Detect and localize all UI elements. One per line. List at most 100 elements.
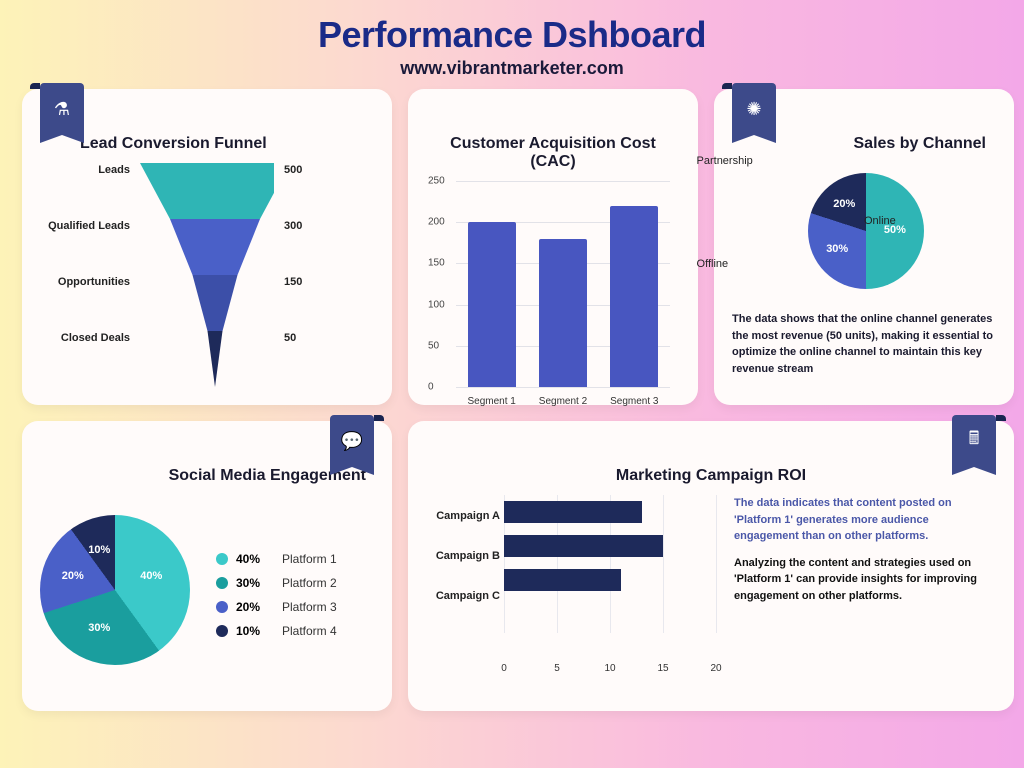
pie-slice-label: 20%	[62, 570, 84, 582]
roi-xtick: 10	[604, 663, 615, 674]
roi-text: The data indicates that content posted o…	[734, 495, 996, 675]
chat-icon: 💬	[341, 431, 363, 452]
roi-text-accent: The data indicates that content posted o…	[734, 495, 996, 545]
legend-percent: 40%	[236, 552, 274, 566]
sales-pie-wrap: 50%30%20% OnlineOfflinePartnership	[732, 163, 996, 303]
roi-card: 🖩 Marketing Campaign ROI Campaign ACampa…	[408, 421, 1014, 711]
funnel-stage-label: Opportunities	[40, 275, 130, 331]
funnel-card: ⚗ Lead Conversion Funnel Leads Qualified…	[22, 89, 392, 405]
funnel-value-labels: 500 300 150 50	[284, 163, 374, 393]
sales-pie: 50%30%20%	[808, 173, 924, 289]
cac-xtick: Segment 1	[467, 396, 515, 407]
cac-xlabels: Segment 1 Segment 2 Segment 3	[456, 396, 670, 407]
roi-bar	[504, 535, 663, 557]
legend-dot	[216, 577, 228, 589]
roi-chart: Campaign ACampaign BCampaign C 05101520	[426, 495, 716, 675]
funnel-segment	[140, 331, 274, 387]
funnel-value-label: 50	[284, 331, 374, 387]
cac-ytick: 150	[428, 258, 445, 269]
funnel-segment	[140, 219, 274, 275]
pie-slice-label: 30%	[826, 243, 848, 255]
pie-slice-label: 20%	[833, 198, 855, 210]
social-legend: 40% Platform 1 30% Platform 2 20% Platfo…	[216, 542, 337, 648]
sales-ribbon: ✺	[732, 83, 776, 135]
header: Performance Dshboard www.vibrantmarketer…	[0, 0, 1024, 89]
roi-bar	[504, 501, 642, 523]
roi-xtick: 15	[657, 663, 668, 674]
funnel-stage-label: Qualified Leads	[40, 219, 130, 275]
funnel-value-label: 500	[284, 163, 374, 219]
dashboard-grid: ⚗ Lead Conversion Funnel Leads Qualified…	[0, 89, 1024, 711]
funnel-value-label: 300	[284, 219, 374, 275]
pie-slice-label: 10%	[88, 544, 110, 556]
cac-bar	[610, 206, 658, 387]
pie-ext-label: Online	[864, 215, 896, 227]
cac-card: Customer Acquisition Cost (CAC) 0 50 100 15…	[408, 89, 698, 405]
legend-percent: 30%	[236, 576, 274, 590]
funnel-ribbon: ⚗	[40, 83, 84, 135]
roi-category: Campaign C	[426, 585, 500, 607]
social-card: 💬 Social Media Engagement 40% 30% 20% 10% 4…	[22, 421, 392, 711]
funnel-stage-label: Closed Deals	[40, 331, 130, 387]
cac-ytick: 0	[428, 382, 434, 393]
legend-row: 40% Platform 1	[216, 552, 337, 566]
roi-ribbon: 🖩	[952, 415, 996, 467]
social-pie-wrap: 40% 30% 20% 10%	[40, 515, 200, 675]
funnel-stage-labels: Leads Qualified Leads Opportunities Clos…	[40, 163, 130, 393]
network-icon: ✺	[746, 99, 761, 120]
legend-row: 20% Platform 3	[216, 600, 337, 614]
pie-ext-label: Offline	[680, 258, 728, 270]
sales-card: ✺ Sales by Channel 50%30%20% OnlineOffli…	[714, 89, 1014, 405]
sales-summary: The data shows that the online channel g…	[732, 311, 996, 377]
funnel-segment	[140, 275, 274, 331]
cac-ytick: 250	[428, 176, 445, 187]
cac-chart: 050100150200250 Segment 1Segment 2Segmen…	[426, 181, 680, 411]
roi-text-plain: Analyzing the content and strategies use…	[734, 555, 996, 605]
social-title: Social Media Engagement	[40, 467, 374, 485]
funnel-shape	[140, 163, 274, 387]
roi-categories: Campaign A Campaign B Campaign C	[426, 505, 500, 607]
cac-bars	[456, 181, 670, 387]
cac-xtick: Segment 2	[539, 396, 587, 407]
roi-bar	[504, 569, 621, 591]
roi-bars	[504, 501, 716, 591]
social-ribbon: 💬	[330, 415, 374, 467]
pie-slice-label: 40%	[140, 570, 162, 582]
legend-percent: 20%	[236, 600, 274, 614]
page-title: Performance Dshboard	[0, 14, 1024, 56]
funnel-title: Lead Conversion Funnel	[80, 135, 374, 153]
legend-label: Platform 2	[282, 576, 337, 590]
legend-dot	[216, 601, 228, 613]
roi-title: Marketing Campaign ROI	[426, 467, 996, 485]
social-pie: 40% 30% 20% 10%	[40, 515, 190, 665]
pie-slice-label: 30%	[88, 622, 110, 634]
cac-bar	[539, 239, 587, 387]
roi-category: Campaign B	[426, 545, 500, 567]
roi-xtick: 5	[554, 663, 560, 674]
calculator-icon: 🖩	[969, 426, 980, 456]
roi-xtick: 20	[710, 663, 721, 674]
cac-xtick: Segment 3	[610, 396, 658, 407]
cac-ytick: 200	[428, 217, 445, 228]
page-subtitle: www.vibrantmarketer.com	[0, 58, 1024, 79]
legend-dot	[216, 553, 228, 565]
cac-bar	[468, 222, 516, 387]
funnel-segment	[140, 163, 274, 219]
cac-ytick: 100	[428, 299, 445, 310]
funnel-value-label: 150	[284, 275, 374, 331]
cac-ytick: 50	[428, 340, 439, 351]
legend-label: Platform 3	[282, 600, 337, 614]
funnel-chart: Leads Qualified Leads Opportunities Clos…	[40, 163, 374, 393]
legend-row: 30% Platform 2	[216, 576, 337, 590]
legend-label: Platform 1	[282, 552, 337, 566]
roi-xtick: 0	[501, 663, 507, 674]
funnel-stage-label: Leads	[40, 163, 130, 219]
legend-row: 10% Platform 4	[216, 624, 337, 638]
cac-title: Customer Acquisition Cost (CAC)	[426, 135, 680, 171]
funnel-icon: ⚗	[54, 99, 70, 120]
legend-percent: 10%	[236, 624, 274, 638]
legend-label: Platform 4	[282, 624, 337, 638]
pie-ext-label: Partnership	[697, 155, 745, 167]
legend-dot	[216, 625, 228, 637]
roi-category: Campaign A	[426, 505, 500, 527]
